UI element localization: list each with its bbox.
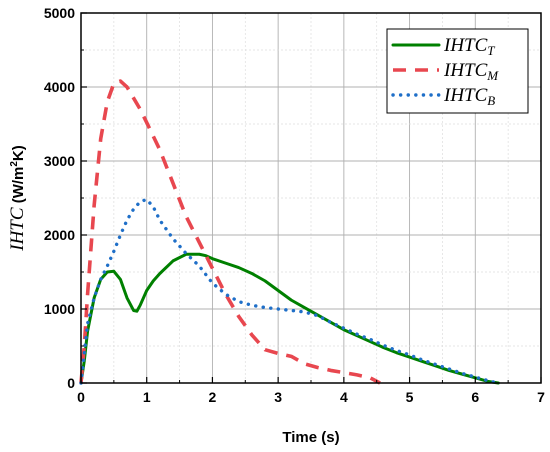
x-tick-label: 2: [209, 389, 217, 405]
y-tick-label: 1000: [44, 301, 75, 317]
series-line-b: [79, 197, 500, 385]
x-tick-label: 5: [406, 389, 414, 405]
y-tick-label: 2000: [44, 227, 75, 243]
legend-item-b: IHTCB: [391, 85, 495, 108]
tick-labels: 0 1 2 3 4 5 6 7 0 1000 2000 3000 4000 5000: [44, 5, 545, 405]
series-line-m: [79, 79, 381, 385]
legend-label: IHTCT: [443, 35, 495, 58]
legend-label: IHTCM: [443, 60, 499, 83]
y-tick-label: 3000: [44, 153, 75, 169]
series-line-t: [79, 252, 500, 385]
x-tick-label: 0: [77, 389, 85, 405]
x-tick-label: 1: [143, 389, 151, 405]
ticks: [80, 12, 542, 384]
legend-box: [386, 28, 529, 114]
x-tick-label: 7: [537, 389, 545, 405]
legend-label: IHTCB: [443, 85, 495, 108]
x-axis-label: Time (s): [282, 429, 339, 446]
y-tick-label: 0: [67, 375, 75, 391]
y-tick-label: 4000: [44, 79, 75, 95]
grid: [81, 13, 541, 383]
x-tick-label: 6: [471, 389, 479, 405]
series-layer: [79, 79, 500, 385]
legend-item-m: IHTCM: [393, 60, 499, 83]
x-tick-label: 4: [340, 389, 348, 405]
y-axis-label: IHTC (W/m2K): [7, 145, 28, 252]
y-axis-label-italic: IHTC: [7, 207, 28, 252]
x-tick-label: 3: [274, 389, 282, 405]
y-axis-label-unit-suffix: K): [10, 145, 27, 161]
y-axis-label-unit-prefix: (W/m: [10, 167, 27, 208]
y-tick-label: 5000: [44, 5, 75, 21]
y-axis-label-unit-sup: 2: [9, 161, 20, 167]
legend-item-t: IHTCT: [391, 35, 495, 58]
